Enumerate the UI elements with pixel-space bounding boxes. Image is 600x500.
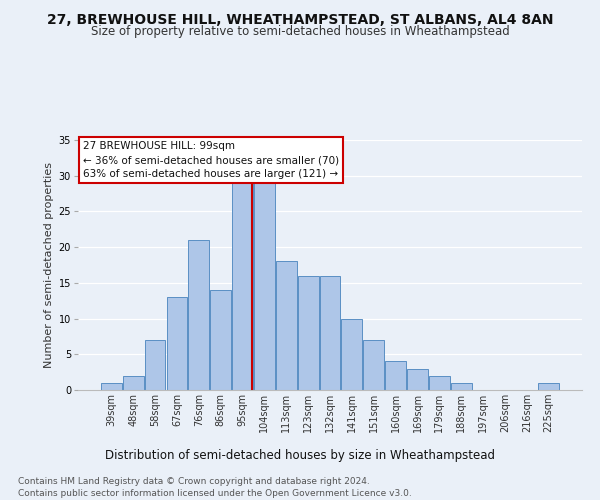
Bar — [167, 297, 187, 390]
Bar — [254, 183, 275, 390]
Bar — [123, 376, 143, 390]
Bar — [298, 276, 319, 390]
Bar — [364, 340, 384, 390]
Bar — [320, 276, 340, 390]
Bar — [407, 368, 428, 390]
Bar — [276, 262, 296, 390]
Bar — [341, 318, 362, 390]
Bar — [451, 383, 472, 390]
Bar — [210, 290, 231, 390]
Text: 27, BREWHOUSE HILL, WHEATHAMPSTEAD, ST ALBANS, AL4 8AN: 27, BREWHOUSE HILL, WHEATHAMPSTEAD, ST A… — [47, 12, 553, 26]
Bar — [188, 240, 209, 390]
Bar — [101, 383, 122, 390]
Text: Contains HM Land Registry data © Crown copyright and database right 2024.
Contai: Contains HM Land Registry data © Crown c… — [18, 478, 412, 498]
Bar — [538, 383, 559, 390]
Y-axis label: Number of semi-detached properties: Number of semi-detached properties — [44, 162, 55, 368]
Text: 27 BREWHOUSE HILL: 99sqm
← 36% of semi-detached houses are smaller (70)
63% of s: 27 BREWHOUSE HILL: 99sqm ← 36% of semi-d… — [83, 141, 339, 180]
Bar — [232, 183, 253, 390]
Text: Size of property relative to semi-detached houses in Wheathampstead: Size of property relative to semi-detach… — [91, 25, 509, 38]
Bar — [429, 376, 450, 390]
Bar — [145, 340, 166, 390]
Bar — [385, 362, 406, 390]
Text: Distribution of semi-detached houses by size in Wheathampstead: Distribution of semi-detached houses by … — [105, 450, 495, 462]
